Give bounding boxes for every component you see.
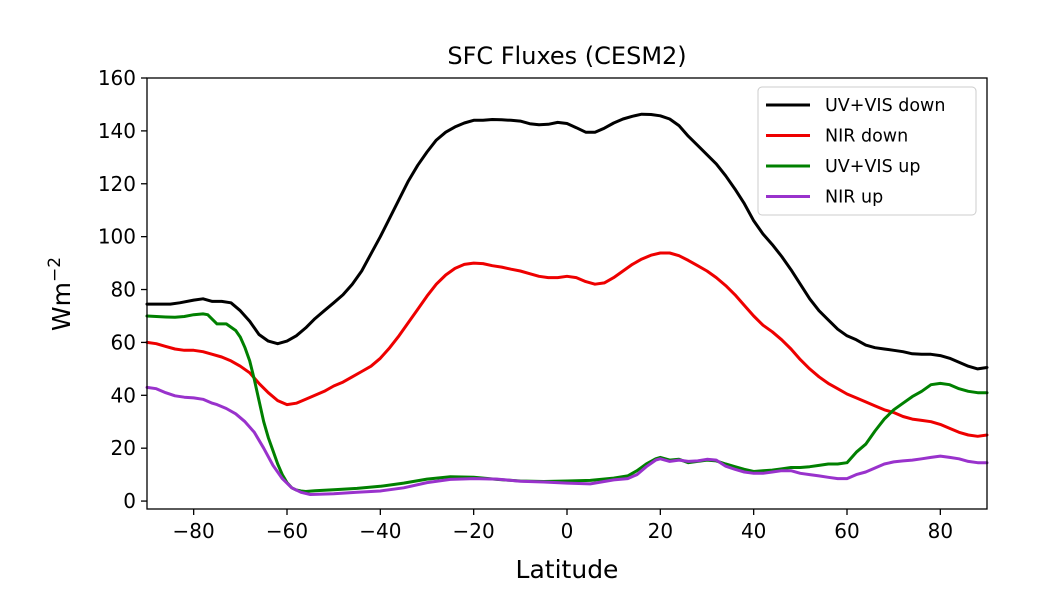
y-axis: 0 20 40 60 80 100 120 140 160 [98,66,147,513]
series-line-2 [145,251,989,438]
legend-label-3: UV+VIS up [825,157,920,177]
legend-label-2: NIR down [825,127,908,147]
legend: UV+VIS down NIR down UV+VIS up NIR up [757,86,977,216]
y-axis-label: Wm−2 [45,257,76,331]
y-tick-label: 140 [98,119,136,143]
x-tick-label: −40 [359,519,401,543]
y-tick-label: 60 [111,330,136,354]
y-tick-label: 40 [111,383,136,407]
legend-label-1: UV+VIS down [825,96,945,116]
y-tick-label: 100 [98,225,136,249]
x-tick-label: −80 [173,519,215,543]
x-tick-label: 20 [648,519,673,543]
x-tick-label: −60 [266,519,308,543]
y-tick-label: 0 [123,489,136,513]
series-line-3 [145,312,989,493]
legend-items: UV+VIS down NIR down UV+VIS up NIR up [766,96,945,208]
y-tick-label: 20 [111,436,136,460]
x-tick-label: 80 [928,519,953,543]
x-tick-label: −20 [453,519,495,543]
y-axis-label-exponent: −2 [45,257,65,282]
x-tick-label: 0 [561,519,574,543]
x-tick-label: 40 [741,519,766,543]
y-tick-label: 80 [111,278,136,302]
y-axis-label-base: Wm [47,282,76,331]
legend-box [757,86,977,216]
x-axis: −80 −60 −40 −20 0 20 40 60 80 [173,509,953,543]
series-line-1 [145,112,989,371]
chart-title: SFC Fluxes (CESM2) [447,42,686,70]
y-tick-label: 160 [98,66,136,90]
x-tick-label: 60 [834,519,859,543]
x-axis-label: Latitude [516,555,619,584]
series-layer [145,112,989,496]
legend-label-4: NIR up [825,188,883,208]
y-tick-label: 120 [98,172,136,196]
series-line-4 [145,385,989,496]
